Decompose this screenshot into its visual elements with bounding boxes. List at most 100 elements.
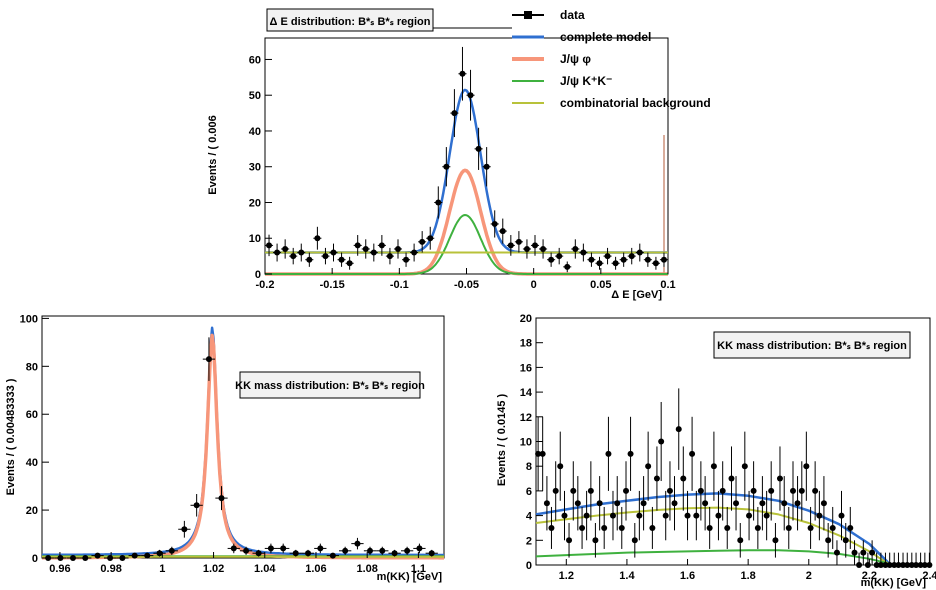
data-marker [427, 235, 434, 242]
data-marker [435, 199, 442, 206]
plot-frame [535, 317, 931, 566]
legend-item-data: data [512, 8, 585, 22]
x-tick-label: 1.08 [356, 563, 377, 575]
data-point [812, 461, 819, 521]
data-marker [794, 500, 801, 507]
x-tick-label: 0.98 [100, 563, 121, 575]
data-marker [419, 238, 426, 245]
data-marker [82, 555, 89, 561]
data-point [442, 147, 451, 187]
data-marker [715, 512, 722, 519]
data-point [873, 552, 880, 568]
data-point [570, 461, 577, 521]
data-marker [684, 512, 691, 519]
data-point [877, 552, 884, 568]
legend-item-complete-model: complete model [512, 30, 651, 44]
data-marker [280, 545, 287, 552]
data-point [482, 147, 491, 187]
data-point [653, 446, 660, 511]
y-tick-label: 0 [526, 560, 532, 572]
data-marker [443, 163, 450, 170]
data-point [363, 546, 377, 555]
data-marker [168, 547, 175, 554]
data-marker [416, 545, 423, 552]
data-marker [354, 242, 361, 249]
data-marker [825, 537, 832, 544]
data-marker [107, 555, 114, 561]
data-point [202, 337, 216, 381]
data-point [776, 446, 783, 511]
data-marker [588, 256, 595, 263]
legend-marker [524, 11, 532, 19]
x-tick-label: 1.1 [411, 563, 426, 575]
data-point [833, 540, 840, 565]
data-point [326, 552, 340, 559]
data-point [750, 461, 757, 521]
data-point [856, 552, 863, 568]
data-marker [255, 550, 262, 557]
data-marker [724, 524, 731, 531]
x-tick-label: 0.1 [660, 279, 675, 291]
data-point [353, 235, 362, 256]
data-marker [612, 260, 619, 267]
data-marker [362, 245, 369, 252]
y-tick-label: 100 [20, 313, 38, 325]
plot-frame [264, 37, 669, 275]
chart-title: KK mass distribution: B*ₛ B*ₛ region [235, 380, 425, 392]
data-point [548, 506, 555, 549]
y-tick-label: 20 [520, 313, 532, 325]
data-point [239, 546, 253, 555]
data-marker [314, 235, 321, 242]
data-marker [475, 145, 482, 152]
x-tick-label: 0.96 [49, 563, 70, 575]
data-marker [596, 500, 603, 507]
data-marker [515, 238, 522, 245]
data-marker [230, 545, 237, 552]
data-point [165, 546, 178, 555]
data-point [474, 127, 483, 170]
data-marker [570, 487, 577, 494]
data-marker [820, 500, 827, 507]
data-marker [338, 256, 345, 263]
data-point [506, 235, 515, 256]
data-marker [644, 256, 651, 263]
data-point [458, 46, 467, 101]
data-marker [274, 249, 281, 256]
data-marker [719, 487, 726, 494]
data-point [543, 476, 550, 531]
data-point [816, 490, 823, 541]
data-point [450, 89, 459, 138]
data-point [798, 461, 805, 521]
data-point [684, 490, 691, 541]
data-point [587, 252, 596, 267]
data-marker [539, 450, 546, 457]
x-tick-label: 1 [159, 563, 165, 575]
data-point [807, 506, 814, 549]
data-marker [605, 450, 612, 457]
data-marker [69, 555, 76, 561]
data-point [702, 476, 709, 531]
data-point [466, 69, 475, 121]
data-point [926, 552, 933, 568]
data-marker [652, 260, 659, 267]
data-marker [583, 512, 590, 519]
data-point [313, 226, 322, 250]
data-point [385, 247, 394, 265]
data-point [631, 523, 638, 558]
panel-kk-mass-wide: 1.2 1.4 1.6 1.8 2 2.2 2.4 0 2 4 6 8 10 12 14 16 18 20 m(… [496, 313, 936, 589]
data-marker [706, 524, 713, 531]
data-marker [628, 253, 635, 260]
data-point [680, 446, 687, 511]
data-marker [535, 450, 542, 457]
x-tick-label: 0 [531, 279, 537, 291]
data-point [619, 252, 628, 267]
data-marker [556, 253, 563, 260]
data-point [917, 552, 924, 568]
y-tick-label: 18 [520, 338, 532, 350]
data-point [618, 506, 625, 549]
chart-title: Δ E distribution: B*ₛ B*ₛ region [270, 16, 431, 28]
data-point [574, 476, 581, 531]
data-point [659, 252, 668, 267]
data-marker [785, 524, 792, 531]
data-point [54, 555, 67, 561]
